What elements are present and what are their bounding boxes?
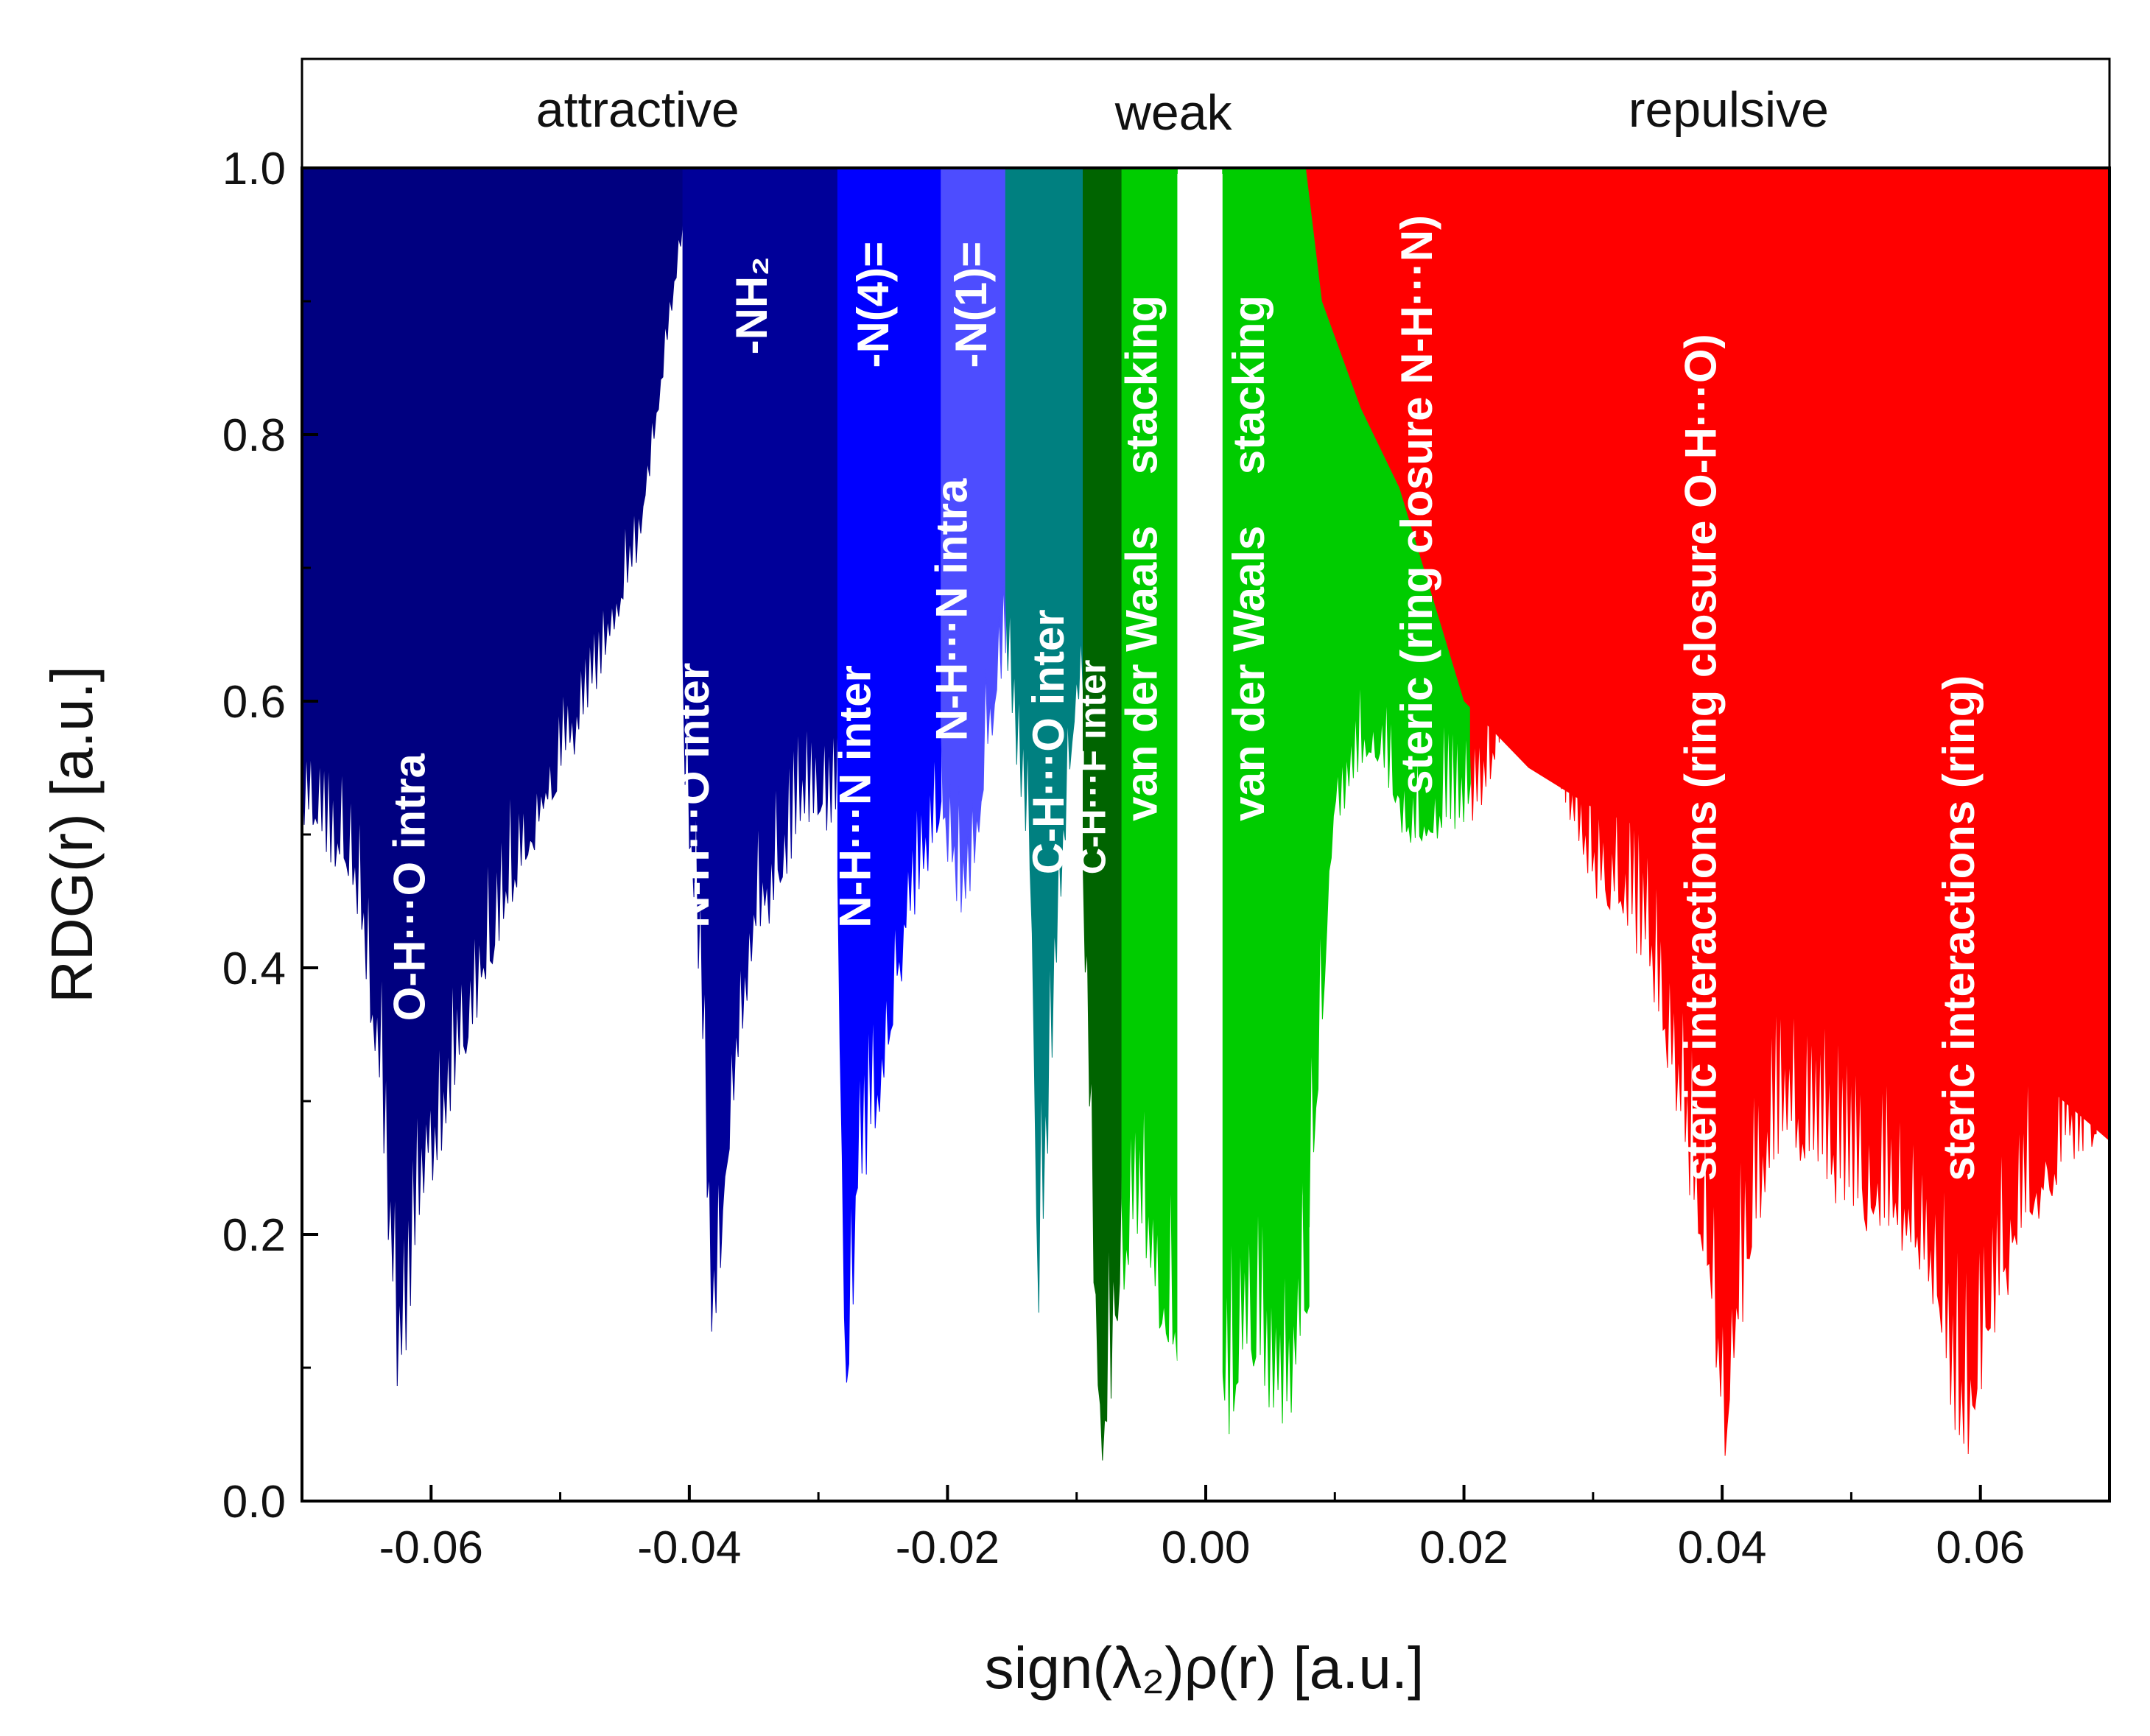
band-label-van-der-waals-11: van der Waals xyxy=(1224,526,1274,821)
series-band-c-h-o-inter-4 xyxy=(1005,168,1083,1313)
x-axis-title: sign(λ₂)ρ(r) [a.u.] xyxy=(985,1635,1424,1701)
x-axis-ticks: -0.06 -0.04 -0.02 0.00 0.02 0.04 0.06 xyxy=(301,1485,2111,1573)
series-band-n-h-o-inter-1 xyxy=(682,168,838,1332)
region-title-repulsive: repulsive xyxy=(1629,82,1829,138)
x-tick-label: -0.02 xyxy=(896,1522,1000,1573)
band-label-nh-2: -NH₂ xyxy=(727,256,776,354)
series-band-van-der-waals-stacking-6 xyxy=(1121,168,1178,1361)
y-tick-label: 0.6 xyxy=(222,677,286,728)
band-label-n-4-4: -N(4)= xyxy=(849,242,898,368)
band-label-van-der-waals-9: van der Waals xyxy=(1117,526,1166,821)
repulsive-envelope-fill xyxy=(1302,168,2109,1142)
band-label-steric-ring-closure-n-h-n-13: steric (ring closure N-H···N) xyxy=(1392,215,1441,795)
series-band-n-h-n-inter-2 xyxy=(837,168,942,1383)
band-label-n-h-o-inter-1: N-H···O inter xyxy=(669,663,718,928)
y-axis-title: RDG(r) [a.u.] xyxy=(39,666,105,1003)
x-tick-label: -0.06 xyxy=(379,1522,483,1573)
y-axis-ticks: 0.0 0.2 0.4 0.6 0.8 1.0 xyxy=(222,144,318,1528)
zero-gap xyxy=(1177,174,1223,1501)
x-tick-label: 0.04 xyxy=(1678,1522,1767,1573)
series-band-o-h-o-intra-0 xyxy=(302,168,684,1387)
band-label-stacking-12: stacking xyxy=(1224,295,1274,474)
band-label-n-h-n-intra-5: N-H···N intra xyxy=(927,478,977,741)
y-tick-label: 1.0 xyxy=(222,144,286,194)
band-label-c-h-o-inter-7: C-H···O inter xyxy=(1024,609,1073,874)
x-tick-label: 0.06 xyxy=(1936,1522,2025,1573)
band-label-steric-interactions-ring-closure-o-h-o-14: steric interactions (ring closure O-H···… xyxy=(1676,334,1725,1181)
series-band-c-h-f-inter-5 xyxy=(1083,168,1123,1461)
region-title-attractive: attractive xyxy=(536,82,739,138)
series-band-van-der-waals-stacking-7 xyxy=(1222,168,1310,1435)
y-tick-label: 0.4 xyxy=(222,943,286,994)
band-label-n-h-n-inter-3: N-H···N inter xyxy=(830,665,879,928)
region-header-box xyxy=(301,57,2111,169)
band-label-steric-interactions-ring-15: steric interactions (ring) xyxy=(1934,675,1984,1181)
band-label-stacking-10: stacking xyxy=(1117,295,1166,474)
y-tick-label: 0.2 xyxy=(222,1210,286,1261)
band-label-o-h-o-intra-0: O-H···O intra xyxy=(385,753,435,1021)
band-label-c-h-f-inter-8: C-H···F inter xyxy=(1072,660,1113,875)
series-band-n-h-n-intra-3 xyxy=(941,168,1006,913)
band-labels: O-H···O intra N-H···O inter -NH₂ N-H···N in… xyxy=(385,215,1984,1181)
repulsive-overlay xyxy=(1302,168,2109,1142)
x-tick-label: 0.02 xyxy=(1419,1522,1508,1573)
x-tick-label: 0.00 xyxy=(1162,1522,1251,1573)
y-tick-label: 0.8 xyxy=(222,410,286,461)
band-label-n-1-6: -N(1)= xyxy=(946,242,996,368)
region-title-weak: weak xyxy=(1114,85,1233,141)
x-tick-label: -0.04 xyxy=(637,1522,741,1573)
y-tick-label: 0.0 xyxy=(222,1477,286,1528)
